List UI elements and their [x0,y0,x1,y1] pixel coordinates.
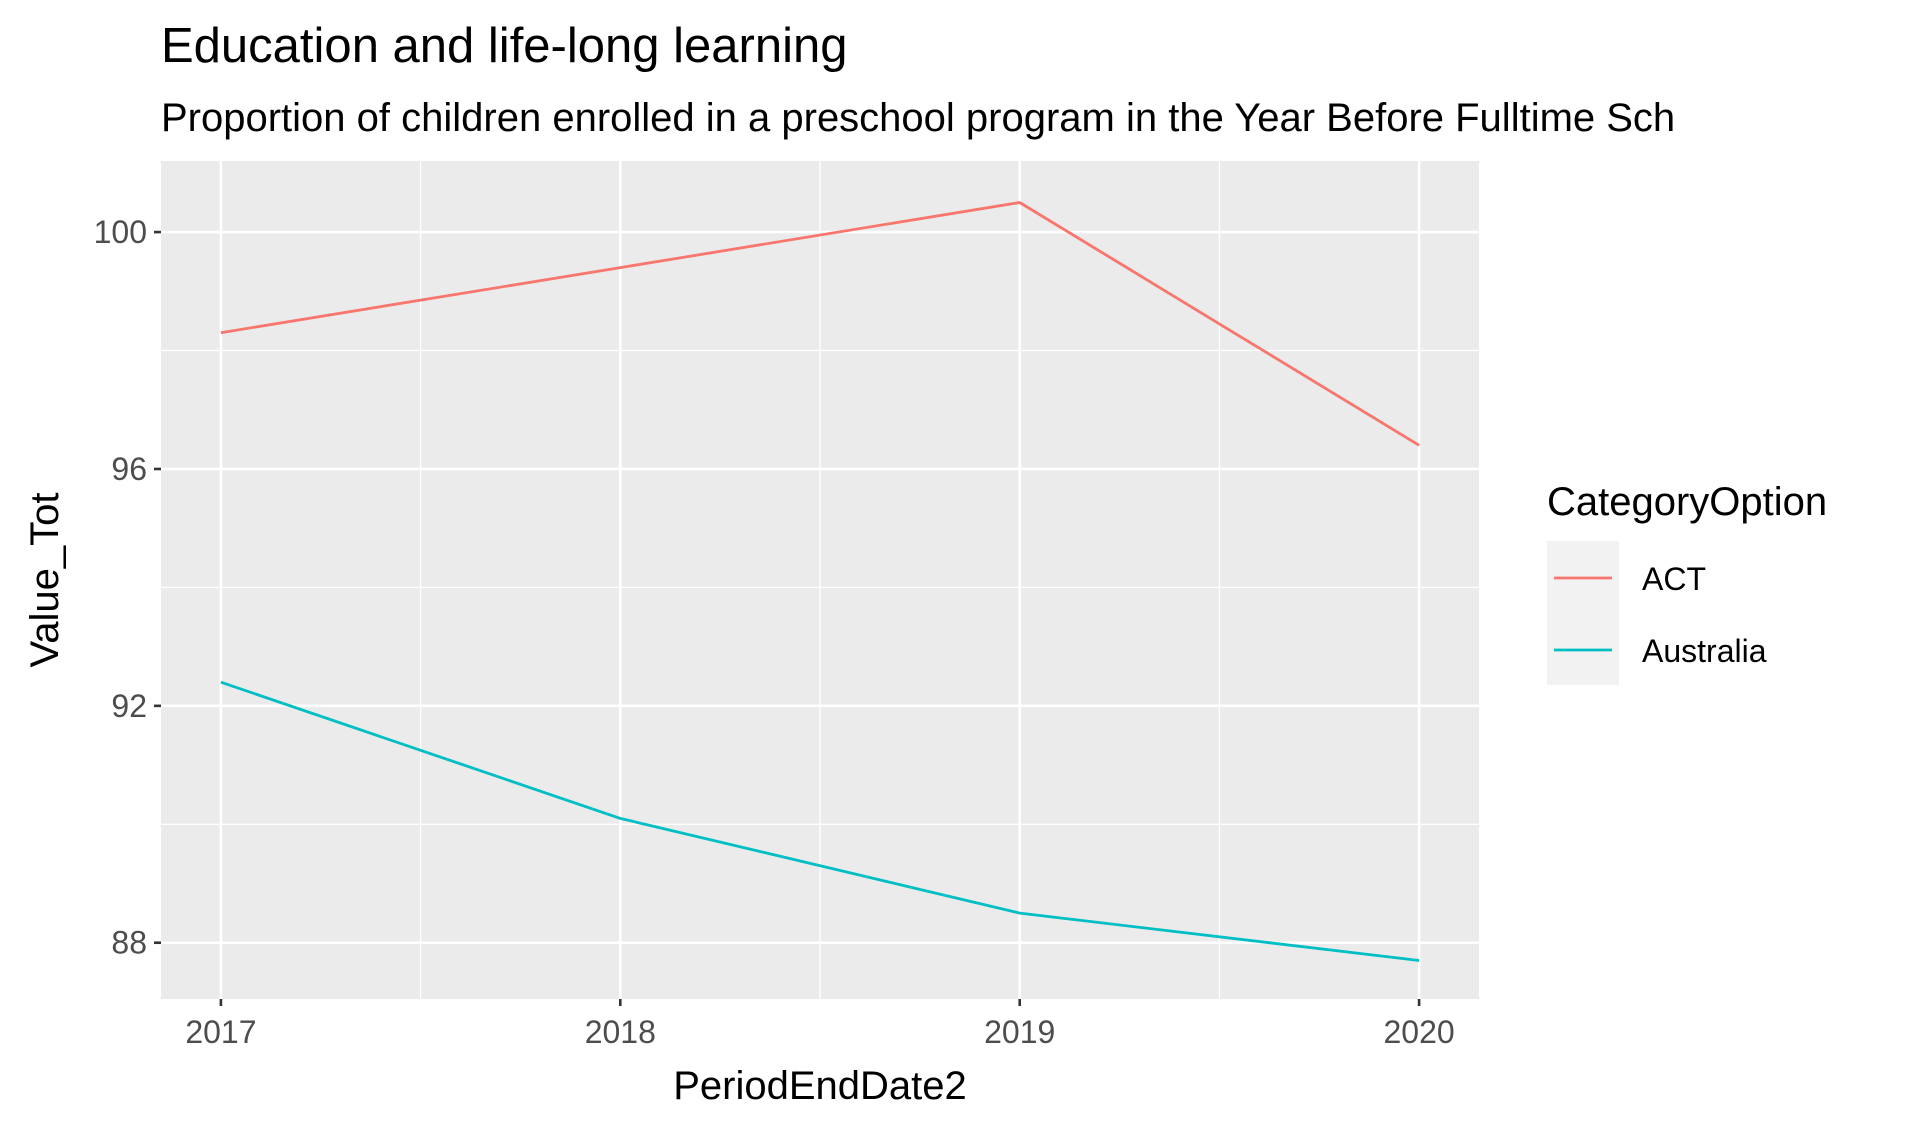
x-tick-label: 2017 [185,1014,256,1050]
minor-gridlines [161,161,1479,999]
x-tick-label: 2018 [585,1014,656,1050]
legend-label-australia: Australia [1642,633,1767,669]
x-axis-label: PeriodEndDate2 [673,1064,967,1108]
x-tick-label: 2019 [984,1014,1055,1050]
y-tick-label: 96 [111,451,147,487]
chart-title: Education and life-long learning [161,19,847,73]
y-axis: 88 92 96 100 [94,214,161,961]
legend-key-background [1547,541,1619,685]
series-lines [220,201,1420,962]
series-line-act [220,201,1420,447]
series-line-australia [220,680,1420,962]
x-axis: 2017 2018 2019 2020 [185,999,1455,1050]
legend-items: ACT Australia [1547,541,1767,685]
legend-label-act: ACT [1642,561,1706,597]
y-tick-label: 100 [94,214,147,250]
legend: CategoryOption ACT Australia [1547,480,1827,685]
x-tick-label: 2020 [1383,1014,1454,1050]
legend-title: CategoryOption [1547,480,1827,524]
y-axis-label: Value_Tot [23,493,67,668]
y-tick-label: 88 [111,925,147,961]
chart-subtitle: Proportion of children enrolled in a pre… [161,96,1675,140]
y-tick-label: 92 [111,688,147,724]
